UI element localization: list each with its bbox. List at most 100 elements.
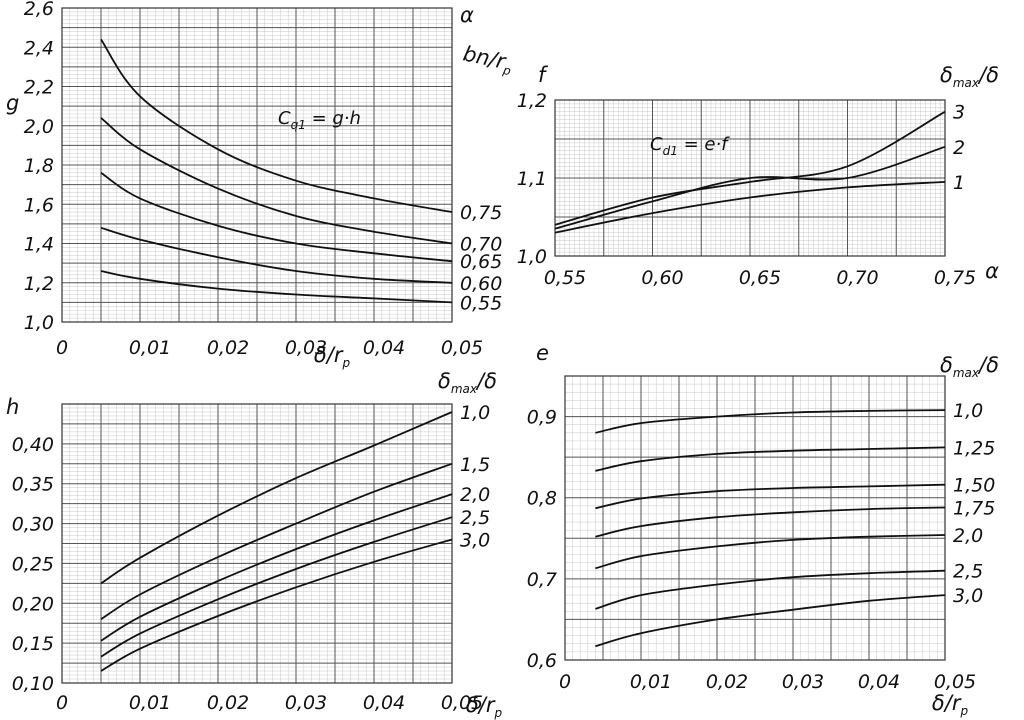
x-tick-label: 0,04 (363, 337, 405, 359)
y-tick-label: 2,4 (24, 37, 54, 59)
series-label: 1 (953, 172, 965, 194)
chart-f-vs-alpha: 1,0 1,1 1,2 0,55 0,60 0,65 0,70 0,75 f α δmax/δ Cd1… (517, 63, 999, 289)
series-curve (595, 483, 946, 510)
series-label: 0,75 (460, 202, 502, 224)
y-tick-label: 0,40 (12, 434, 54, 456)
chart-g-vs-delta: 1,0 1,2 1,4 1,6 1,8 2,0 2,2 2,4 2,6 0 0,01 0,02 0,03… (6, 0, 513, 370)
x-tick-label: 0,02 (207, 692, 249, 714)
series-curve (554, 110, 946, 226)
series-curve (100, 516, 453, 658)
series-curve (595, 506, 946, 538)
series-curve (100, 270, 453, 304)
plot-frame (61, 403, 453, 684)
series-label: 1,0 (953, 400, 983, 422)
y-axis-label: e (536, 341, 549, 365)
x-tick-label: 0,02 (207, 337, 249, 359)
series-label: 0,65 (460, 251, 502, 273)
x-tick-label: 0,04 (858, 671, 900, 693)
series-curve (100, 226, 453, 284)
x-tick-label: 0,03 (285, 692, 327, 714)
x-tick-label: 0,02 (706, 671, 748, 693)
x-tick-label: 0,01 (630, 671, 672, 693)
chart-h-vs-delta: 0,10 0,15 0,20 0,25 0,30 0,35 0,40 0 0,01 0,02 0,0… (6, 369, 502, 720)
series-label: 1,25 (953, 437, 995, 459)
x-tick-label: 0,55 (544, 267, 586, 289)
series-label: 1,0 (460, 402, 490, 424)
x-tick-label: 0,05 (934, 671, 976, 693)
y-tick-label: 0,25 (12, 553, 54, 575)
series-label: 2 (953, 137, 965, 159)
y-tick-label: 0,10 (12, 673, 54, 695)
y-tick-label: 0,35 (12, 474, 54, 496)
formula-label: Cq1 = g·h (278, 108, 361, 132)
y-tick-label: 1,0 (24, 312, 54, 334)
y-tick-label: 0,6 (527, 650, 557, 672)
series-label: 3,0 (460, 530, 490, 552)
x-tick-label: 0,75 (934, 267, 976, 289)
y-tick-label: 0,7 (527, 569, 557, 591)
series-curve (100, 117, 453, 245)
x-tick-label: 0,03 (285, 337, 327, 359)
chart-e-vs-delta: 0,6 0,7 0,8 0,9 0 0,01 0,02 0,03 0,04 0,05 e δ/rp δm… (527, 341, 999, 718)
x-tick-label: 0,70 (836, 267, 878, 289)
y-tick-label: 0,9 (527, 407, 557, 429)
series-label: 0,55 (460, 292, 502, 314)
x-tick-label: 0,05 (441, 692, 483, 714)
series-curve (554, 145, 946, 230)
series-curve (595, 534, 946, 570)
y-axis-label: h (6, 395, 19, 419)
parameter-label: δmax/δ (438, 369, 497, 396)
series-label: 1,5 (460, 454, 490, 476)
x-tick-label: 0 (56, 337, 68, 359)
series-label: 2,0 (460, 484, 490, 506)
series-curve (100, 462, 453, 620)
y-tick-label: 1,0 (517, 246, 547, 268)
x-tick-label: 0 (56, 692, 68, 714)
series-label: 3,0 (953, 585, 983, 607)
series-curve (100, 172, 453, 263)
x-axis-label: α (985, 259, 999, 283)
plot-frame (554, 99, 946, 257)
series-curve (595, 569, 946, 610)
y-tick-label: 1,8 (24, 155, 54, 177)
series-label: 2,5 (953, 561, 983, 583)
x-tick-label: 0,01 (129, 337, 171, 359)
x-tick-label: 0,65 (739, 267, 781, 289)
grid (554, 99, 946, 257)
x-tick-label: 0,03 (782, 671, 824, 693)
series-curve (100, 538, 453, 672)
x-axis-label: δ/rp (314, 343, 351, 370)
y-tick-label: 0,30 (12, 514, 54, 536)
y-tick-label: 2,2 (24, 77, 54, 99)
x-tick-label: 0,05 (441, 337, 483, 359)
y-tick-label: 2,0 (24, 116, 54, 138)
plot-frame (564, 375, 946, 661)
formula-label: Cd1 = e·f (650, 134, 730, 158)
parameter-label: δmax/δ (940, 353, 999, 380)
x-tick-label: 0,60 (641, 267, 683, 289)
series-curve (554, 181, 946, 234)
series-label: 0,60 (460, 273, 502, 295)
plot-frame (61, 7, 453, 323)
y-axis-label: f (538, 63, 549, 87)
series-label: 1,75 (953, 497, 995, 519)
x-tick-label: 0,01 (129, 692, 171, 714)
series-curve (100, 493, 453, 642)
y-tick-label: 0,20 (12, 593, 54, 615)
series-label: 2,0 (953, 525, 983, 547)
y-tick-label: 1,2 (517, 90, 547, 112)
parameter-label: α (460, 3, 474, 27)
y-tick-label: 1,2 (24, 273, 54, 295)
y-tick-label: 2,6 (24, 0, 54, 20)
y-tick-label: 0,15 (12, 633, 54, 655)
x-axis-label: δ/rp (466, 693, 503, 720)
parameter-label: δmax/δ (940, 63, 999, 90)
grid (61, 7, 453, 323)
series-curve (595, 446, 946, 472)
series-label: 0,70 (460, 234, 502, 256)
series-curve (595, 409, 946, 434)
x-axis-label: δ/rp (932, 691, 969, 718)
series-curve (100, 38, 453, 213)
series-label: 3 (953, 102, 965, 124)
